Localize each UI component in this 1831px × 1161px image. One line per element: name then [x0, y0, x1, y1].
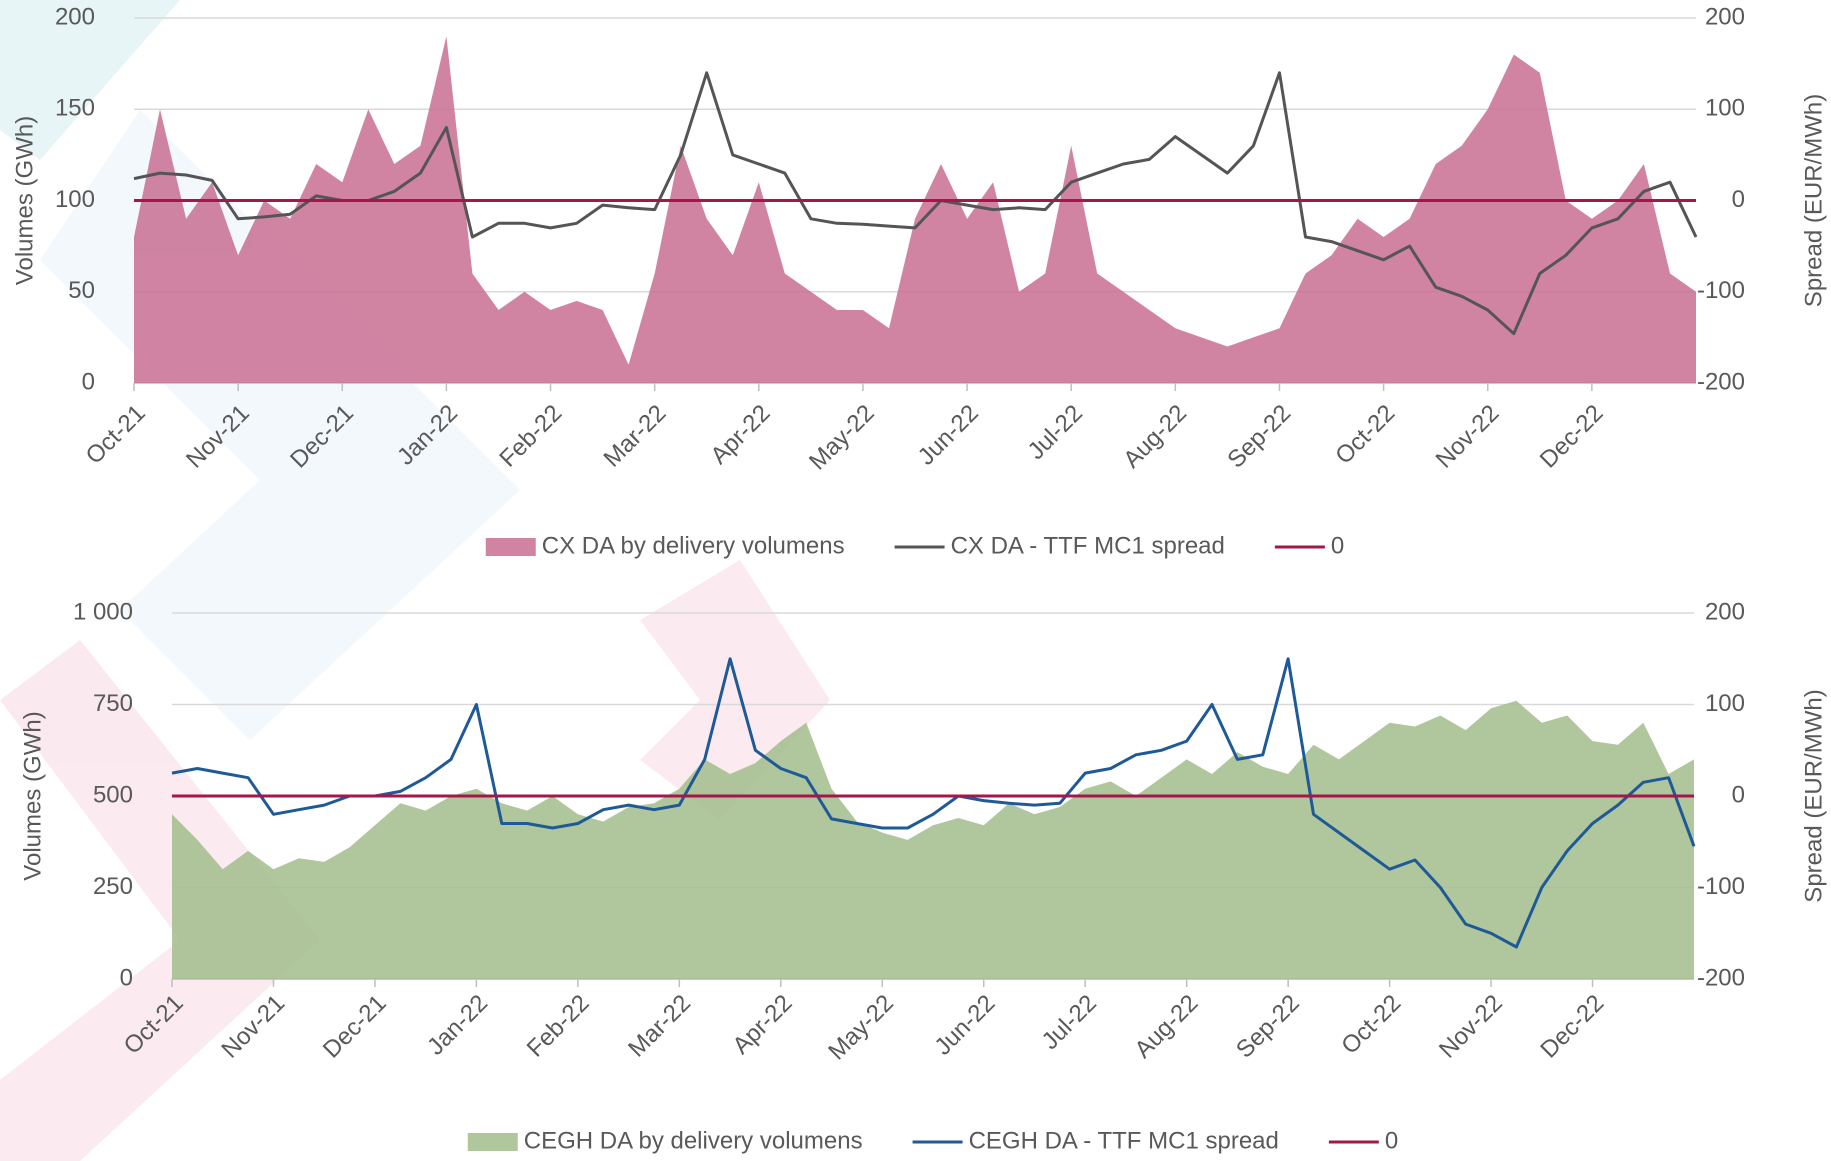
legend-swatch [468, 1133, 518, 1151]
x-tick-label: May-22 [804, 400, 880, 476]
x-tick-label: Aug-22 [1130, 990, 1204, 1064]
x-tick-label: Sep-22 [1231, 990, 1305, 1064]
x-tick-label: Mar-22 [623, 990, 696, 1063]
x-tick-label: Jul-22 [1037, 990, 1102, 1055]
y2-tick-label: 100 [1705, 690, 1745, 717]
x-tick-label: Jun-22 [929, 990, 1000, 1061]
x-tick-label: May-22 [823, 990, 899, 1066]
y2-tick-label: -100 [1697, 277, 1745, 304]
y-tick-label: 500 [93, 781, 133, 808]
y-tick-label: 50 [68, 277, 95, 304]
legend-label: CX DA - TTF MC1 spread [951, 532, 1225, 559]
y-tick-label: 200 [55, 3, 95, 30]
x-tick-label: Sep-22 [1222, 400, 1296, 474]
x-tick-label: Jun-22 [913, 400, 984, 471]
legend-label: CEGH DA by delivery volumens [524, 1127, 863, 1154]
y-tick-label: 100 [55, 186, 95, 213]
area [134, 36, 1696, 383]
x-tick-label: Nov-22 [1434, 990, 1508, 1064]
x-tick-label: Apr-22 [727, 990, 797, 1060]
x-tick-label: Dec-22 [1535, 990, 1609, 1064]
y2-axis-title: Spread (EUR/MWh) [1800, 689, 1827, 902]
x-tick-label: Apr-22 [705, 400, 775, 470]
legend-label: 0 [1331, 532, 1344, 559]
y2-tick-label: 200 [1705, 598, 1745, 625]
y2-axis-title: Spread (EUR/MWh) [1800, 94, 1827, 307]
y2-tick-label: 200 [1705, 3, 1745, 30]
y-tick-label: 250 [93, 873, 133, 900]
x-tick-label: Oct-22 [1336, 990, 1406, 1060]
y-tick-label: 150 [55, 95, 95, 122]
y-axis-title: Volumes (GWh) [19, 711, 46, 880]
x-tick-label: Dec-22 [1535, 400, 1609, 474]
area [172, 701, 1694, 979]
x-tick-label: Jul-22 [1023, 400, 1088, 465]
x-tick-label: Dec-21 [318, 990, 392, 1064]
x-tick-label: Feb-22 [494, 400, 567, 473]
legend: CEGH DA by delivery volumens CEGH DA - TT… [468, 1127, 1398, 1154]
y-tick-label: 750 [93, 690, 133, 717]
x-tick-label: Nov-22 [1431, 400, 1505, 474]
x-tick-label: Mar-22 [599, 400, 672, 473]
x-tick-label: Aug-22 [1118, 400, 1192, 474]
x-tick-label: Oct-21 [81, 400, 151, 470]
x-tick-label: Jan-22 [422, 990, 493, 1061]
y2-tick-label: -200 [1697, 368, 1745, 395]
legend-label: CX DA by delivery volumens [542, 532, 845, 559]
y-tick-label: 0 [82, 368, 95, 395]
y2-tick-label: -200 [1697, 964, 1745, 991]
legend: CX DA by delivery volumens CX DA - TTF MC… [486, 532, 1344, 559]
y2-tick-label: 0 [1732, 781, 1745, 808]
legend-label: 0 [1385, 1127, 1398, 1154]
y-axis-title: Volumes (GWh) [11, 116, 38, 285]
y2-tick-label: 0 [1732, 186, 1745, 213]
page: 0 50 100 150 200 -200 -100 0 100 200 Volumes (GWh)… [0, 0, 1831, 1161]
x-tick-label: Oct-22 [1330, 400, 1400, 470]
y2-tick-label: 100 [1705, 95, 1745, 122]
x-tick-label: Feb-22 [522, 990, 595, 1063]
y-tick-label: 0 [120, 964, 133, 991]
legend-swatch [486, 538, 536, 556]
y-tick-label: 1 000 [73, 598, 133, 625]
legend-label: CEGH DA - TTF MC1 spread [969, 1127, 1279, 1154]
y2-tick-label: -100 [1697, 873, 1745, 900]
